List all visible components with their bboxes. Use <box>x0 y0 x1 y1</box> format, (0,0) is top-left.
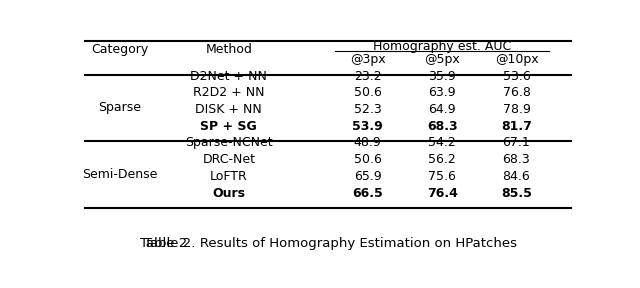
Text: 76.4: 76.4 <box>427 187 458 200</box>
Text: 78.9: 78.9 <box>502 103 531 116</box>
Text: Semi-Dense: Semi-Dense <box>82 168 157 181</box>
Text: LoFTR: LoFTR <box>210 170 248 183</box>
Text: 48.9: 48.9 <box>354 137 381 149</box>
Text: 53.9: 53.9 <box>352 120 383 133</box>
Text: 75.6: 75.6 <box>428 170 456 183</box>
Text: 67.1: 67.1 <box>502 137 531 149</box>
Text: 84.6: 84.6 <box>502 170 531 183</box>
Text: 68.3: 68.3 <box>502 153 531 166</box>
Text: 53.6: 53.6 <box>502 70 531 83</box>
Text: 76.8: 76.8 <box>502 86 531 99</box>
Text: 64.9: 64.9 <box>428 103 456 116</box>
Text: 50.6: 50.6 <box>354 153 381 166</box>
Text: 65.9: 65.9 <box>354 170 381 183</box>
Text: Ours: Ours <box>212 187 245 200</box>
Text: Sparse: Sparse <box>98 101 141 114</box>
Text: Table 2.  Results of Homography Estimation on HPatches: Table 2. Results of Homography Estimatio… <box>140 236 516 249</box>
Text: Homography est. AUC: Homography est. AUC <box>373 40 511 53</box>
Text: 23.2: 23.2 <box>354 70 381 83</box>
Text: @10px: @10px <box>495 53 538 66</box>
Text: 85.5: 85.5 <box>501 187 532 200</box>
Text: DISK + NN: DISK + NN <box>195 103 262 116</box>
Text: 66.5: 66.5 <box>352 187 383 200</box>
Text: D2Net + NN: D2Net + NN <box>190 70 268 83</box>
Text: 50.6: 50.6 <box>354 86 381 99</box>
Text: 54.2: 54.2 <box>428 137 456 149</box>
Text: R2D2 + NN: R2D2 + NN <box>193 86 264 99</box>
Text: 68.3: 68.3 <box>427 120 458 133</box>
Text: @5px: @5px <box>424 53 460 66</box>
Text: 63.9: 63.9 <box>428 86 456 99</box>
Text: @3px: @3px <box>350 53 385 66</box>
Text: 52.3: 52.3 <box>354 103 381 116</box>
Text: Table 2.: Table 2. <box>145 236 196 249</box>
Text: Method: Method <box>205 43 252 56</box>
Text: 56.2: 56.2 <box>428 153 456 166</box>
Text: SP + SG: SP + SG <box>200 120 257 133</box>
Text: Sparse-NCNet: Sparse-NCNet <box>185 137 273 149</box>
Text: 35.9: 35.9 <box>428 70 456 83</box>
Text: DRC-Net: DRC-Net <box>202 153 255 166</box>
Text: Category: Category <box>91 43 148 56</box>
Text: 81.7: 81.7 <box>501 120 532 133</box>
